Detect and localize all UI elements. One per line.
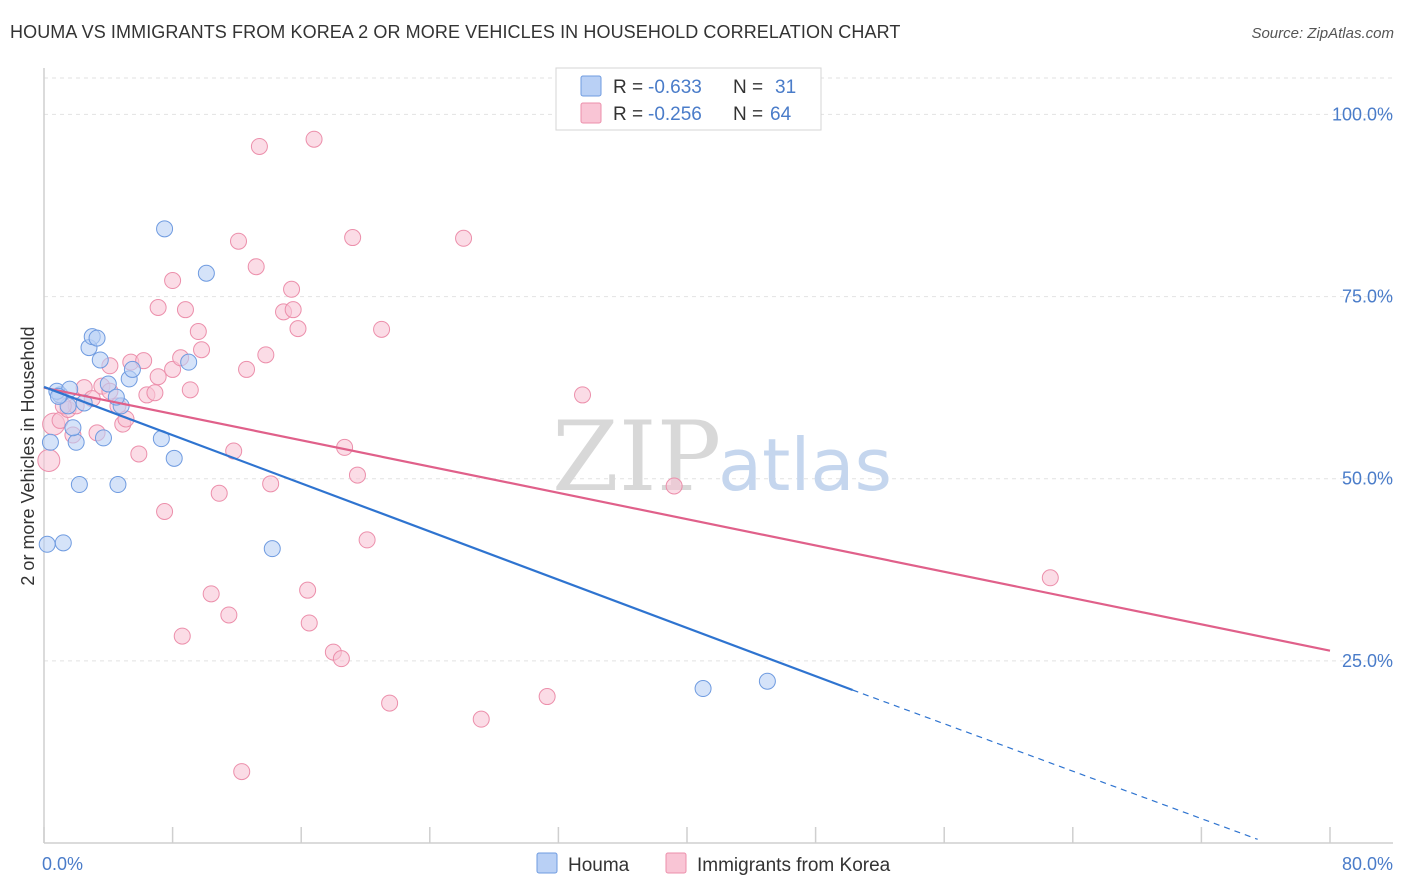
x-tick-label-max: 80.0% [1342, 854, 1393, 874]
korea-point [665, 477, 683, 495]
korea-point [230, 232, 248, 250]
korea-point [348, 466, 366, 484]
houma-point [263, 540, 281, 558]
houma-point [91, 351, 109, 369]
korea-point [247, 258, 265, 276]
houma-point [88, 329, 106, 347]
korea-point [164, 360, 182, 378]
korea-point [358, 531, 376, 549]
korea-point [164, 272, 182, 290]
korea-point [149, 299, 167, 316]
source-label: Source: ZipAtlas.com [1251, 25, 1394, 42]
korea-trend-line [43, 386, 1331, 652]
korea-point [574, 386, 592, 404]
korea-point [210, 484, 228, 502]
legend-r-label-korea: R = [613, 104, 643, 125]
houma-point [54, 534, 72, 552]
watermark-zip: ZIP [552, 401, 721, 513]
korea-point [381, 694, 399, 712]
korea-point [37, 449, 61, 472]
korea-point [176, 301, 194, 319]
korea-point [220, 606, 238, 624]
legend-n-label-houma: N = [733, 77, 763, 98]
series-legend: Houma Immigrants from Korea [536, 852, 891, 876]
legend-n-value-houma: 31 [775, 77, 796, 98]
x-tick-label-min: 0.0% [42, 854, 83, 874]
korea-point [299, 581, 317, 599]
y-tick-label: 50.0% [1342, 469, 1393, 489]
houma-point [156, 220, 174, 238]
chart-title: HOUMA VS IMMIGRANTS FROM KOREA 2 OR MORE… [10, 22, 901, 42]
y-tick-labels: 25.0% 50.0% 75.0% 100.0% [1332, 104, 1393, 670]
trend-lines [43, 385, 1331, 840]
korea-point [238, 360, 256, 378]
korea-point [344, 229, 362, 247]
houma-point [109, 476, 127, 494]
korea-point [300, 614, 318, 632]
korea-point [189, 323, 207, 341]
houma-point [165, 449, 183, 467]
korea-point [262, 475, 280, 493]
houma-trend-line [43, 385, 853, 692]
houma-point [197, 264, 215, 282]
korea-point [173, 627, 191, 645]
korea-point [233, 763, 251, 781]
series-legend-label-houma: Houma [568, 855, 630, 876]
houma-point [694, 680, 712, 698]
korea-point [156, 503, 174, 520]
houma-point [180, 353, 198, 371]
houma-point [758, 672, 776, 690]
korea-point [283, 280, 301, 298]
korea-point [305, 130, 323, 148]
houma-point [123, 360, 141, 378]
legend-r-label-houma: R = [613, 77, 643, 98]
y-tick-label: 100.0% [1332, 104, 1393, 124]
legend-r-value-houma: -0.633 [648, 77, 702, 98]
korea-point [472, 710, 490, 728]
korea-point [202, 585, 220, 603]
houma-trend-extension [852, 689, 1258, 840]
korea-point [135, 352, 153, 370]
houma-point [38, 535, 56, 553]
korea-point [257, 346, 275, 364]
series-legend-swatch-korea [665, 852, 687, 874]
data-points [37, 130, 1059, 781]
y-tick-label: 75.0% [1342, 287, 1393, 307]
korea-point [250, 137, 268, 155]
legend-n-value-korea: 64 [770, 104, 792, 125]
houma-point [67, 433, 85, 451]
korea-point [289, 320, 307, 338]
korea-point [538, 688, 556, 706]
legend-swatch-korea [580, 102, 602, 124]
korea-point [284, 301, 302, 319]
watermark-atlas: atlas [718, 423, 892, 507]
legend-r-value-korea: -0.256 [648, 104, 702, 125]
houma-point [99, 375, 117, 393]
korea-point [455, 229, 473, 247]
korea-point [332, 650, 350, 668]
korea-point [146, 384, 164, 402]
y-axis-title: 2 or more Vehicles in Household [18, 326, 38, 585]
korea-point [181, 381, 199, 399]
legend-swatch-houma [580, 75, 602, 97]
korea-point [1041, 569, 1059, 587]
houma-point [64, 419, 82, 437]
houma-point [70, 476, 88, 494]
y-tick-label: 25.0% [1342, 651, 1393, 671]
korea-point [130, 445, 148, 463]
series-legend-label-korea: Immigrants from Korea [697, 855, 891, 876]
correlation-legend: R = -0.633 N = 31 R = -0.256 N = 64 [555, 67, 822, 131]
korea-point [373, 320, 391, 338]
houma-point [41, 433, 59, 451]
series-legend-swatch-houma [536, 852, 558, 874]
korea-point [193, 341, 211, 359]
korea-point [149, 368, 167, 386]
houma-point [94, 429, 112, 447]
legend-n-label-korea: N = [733, 104, 763, 125]
